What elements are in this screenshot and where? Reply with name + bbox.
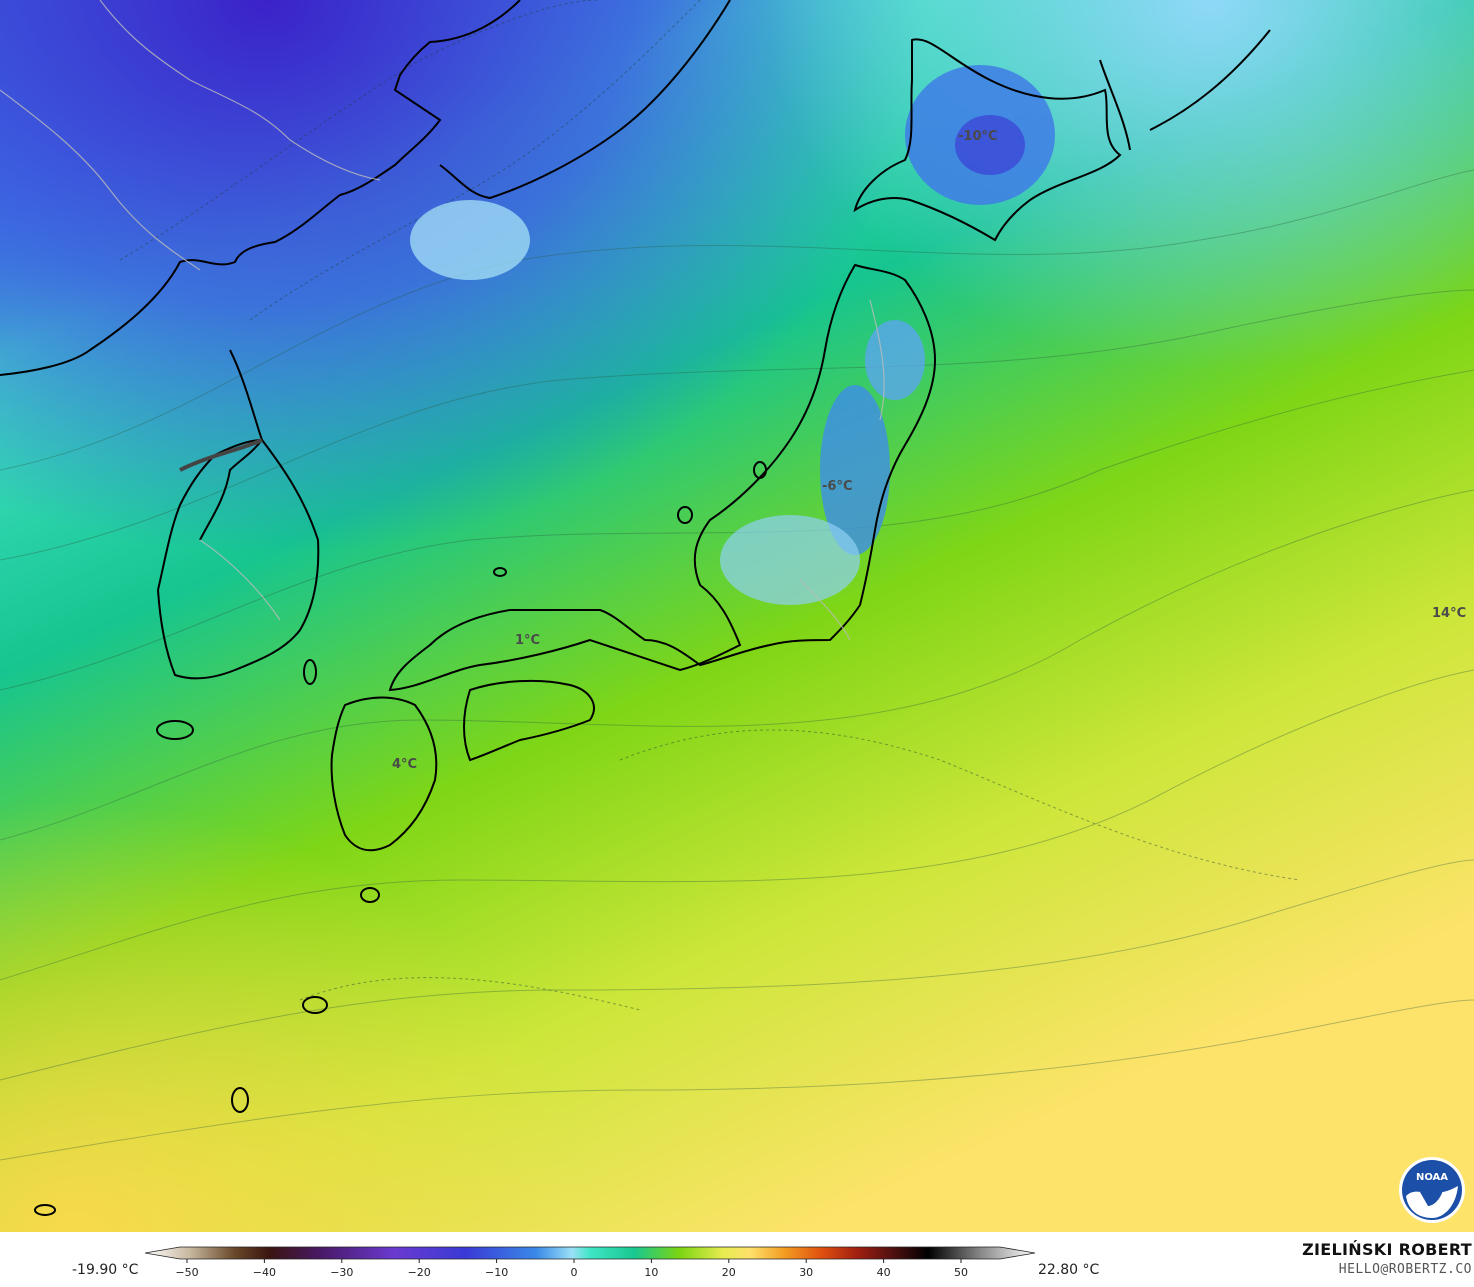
colorbar-tick-label: 0 — [571, 1266, 578, 1279]
colorbar-tick-label: −20 — [408, 1266, 431, 1279]
noaa-logo-icon: NOAA — [1399, 1157, 1465, 1223]
temp-label-kansai: 1°C — [515, 633, 540, 648]
noaa-logo-text: NOAA — [1416, 1172, 1448, 1183]
colorbar-tick-label: 50 — [954, 1266, 968, 1279]
colorbar-tick-label: −10 — [485, 1266, 508, 1279]
colorbar-tick-label: 20 — [722, 1266, 736, 1279]
temp-label-pacific: 14°C — [1432, 606, 1466, 621]
temp-label-hokkaido: -10°C — [958, 129, 998, 144]
temp-label-kyushu: 4°C — [392, 757, 417, 772]
colorbar-tick-label: 40 — [877, 1266, 891, 1279]
coastlines — [0, 0, 1271, 1216]
colorbar-tick-label: −40 — [253, 1266, 276, 1279]
colorbar-tick-label: 30 — [799, 1266, 813, 1279]
dmz-border — [179, 438, 263, 472]
author-email: HELLO@ROBERTZ.CO — [1338, 1262, 1472, 1277]
colorbar-tick-label: −50 — [175, 1266, 198, 1279]
colorbar-min-label: -19.90 °C — [72, 1262, 139, 1278]
author-name: ZIELIŃSKI ROBERT — [1302, 1240, 1472, 1259]
author-block: ZIELIŃSKI ROBERT HELLO@ROBERTZ.CO — [1302, 1240, 1472, 1277]
footer — [0, 1232, 1474, 1287]
colorbar-max-label: 22.80 °C — [1038, 1262, 1100, 1278]
temp-label-tohoku: -6°C — [822, 479, 852, 494]
colorbar-tick-label: 10 — [644, 1266, 658, 1279]
colorbar-tick-label: −30 — [330, 1266, 353, 1279]
colorbar: −50 −40 −30 −20 −10 0 10 20 30 40 50 — [145, 1246, 1035, 1279]
temperature-map: -10°C -6°C 1°C 4°C 14°C — [0, 0, 1474, 1232]
